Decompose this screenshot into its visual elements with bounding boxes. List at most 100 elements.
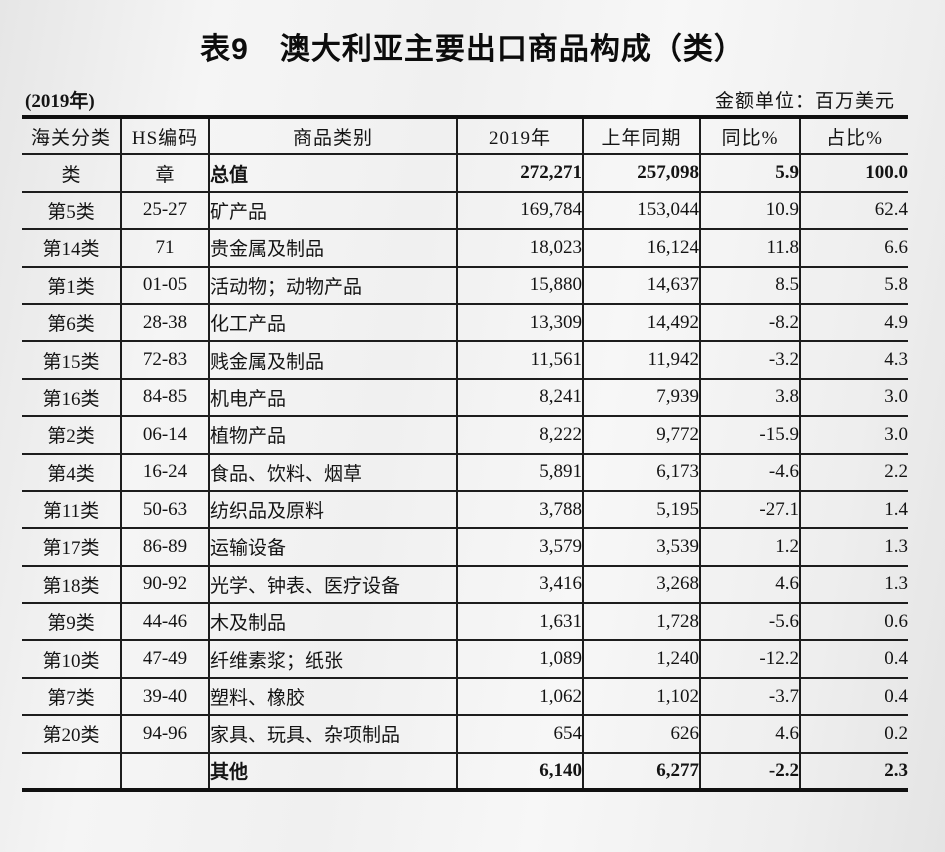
- row-category: 第20类: [22, 714, 122, 754]
- table-row: 第9类 44-46 木及制品 1,631 1,728 -5.6 0.6: [22, 602, 908, 642]
- subheader-category-unit: 类: [22, 153, 122, 193]
- row-category: 第7类: [22, 676, 122, 717]
- row-hs-code: 25-27: [120, 190, 210, 231]
- row-category: 第4类: [22, 452, 122, 492]
- row-prev-period: 14,492: [582, 302, 701, 343]
- row-share-pct: 4.9: [799, 302, 908, 343]
- row-yoy-pct: -5.6: [699, 602, 801, 642]
- row-share-pct: 3.0: [799, 377, 908, 418]
- row-share-pct: 4.3: [799, 340, 908, 380]
- row-category: 第2类: [22, 415, 122, 455]
- other-empty-category-cell: [22, 751, 122, 792]
- table-row: 第20类 94-96 家具、玩具、杂项制品 654 626 4.6 0.2: [22, 714, 908, 754]
- total-share-pct: 100.0: [799, 153, 908, 193]
- row-hs-code: 28-38: [120, 302, 210, 343]
- row-share-pct: 6.6: [799, 228, 908, 268]
- row-hs-code: 84-85: [120, 377, 210, 418]
- row-category: 第14类: [22, 228, 122, 268]
- row-yoy-pct: 3.8: [699, 377, 801, 418]
- row-product-name: 木及制品: [208, 602, 458, 642]
- row-hs-code: 72-83: [120, 340, 210, 380]
- table-row: 第10类 47-49 纤维素浆；纸张 1,089 1,240 -12.2 0.4: [22, 639, 908, 679]
- row-product-name: 纺织品及原料: [208, 489, 458, 530]
- col-header-share-pct: 占比%: [799, 115, 908, 156]
- other-row: 其他 6,140 6,277 -2.2 2.3: [22, 751, 908, 792]
- row-hs-code: 94-96: [120, 714, 210, 754]
- row-hs-code: 50-63: [120, 489, 210, 530]
- row-value-2019: 169,784: [456, 190, 584, 231]
- table-row: 第18类 90-92 光学、钟表、医疗设备 3,416 3,268 4.6 1.…: [22, 564, 908, 605]
- row-prev-period: 3,268: [582, 564, 701, 605]
- row-hs-code: 01-05: [120, 265, 210, 305]
- row-value-2019: 8,241: [456, 377, 584, 418]
- other-value-2019: 6,140: [456, 751, 584, 792]
- row-yoy-pct: 4.6: [699, 564, 801, 605]
- row-product-name: 家具、玩具、杂项制品: [208, 714, 458, 754]
- row-prev-period: 5,195: [582, 489, 701, 530]
- total-label: 总值: [208, 153, 458, 193]
- table-row: 第16类 84-85 机电产品 8,241 7,939 3.8 3.0: [22, 377, 908, 418]
- row-product-name: 矿产品: [208, 190, 458, 231]
- table-row: 第14类 71 贵金属及制品 18,023 16,124 11.8 6.6: [22, 228, 908, 268]
- row-yoy-pct: -15.9: [699, 415, 801, 455]
- row-hs-code: 16-24: [120, 452, 210, 492]
- row-category: 第16类: [22, 377, 122, 418]
- row-share-pct: 3.0: [799, 415, 908, 455]
- row-prev-period: 16,124: [582, 228, 701, 268]
- row-yoy-pct: 11.8: [699, 228, 801, 268]
- table-meta-row: (2019年) 金额单位：百万美元: [22, 91, 908, 115]
- row-yoy-pct: 10.9: [699, 190, 801, 231]
- row-share-pct: 1.4: [799, 489, 908, 530]
- row-share-pct: 0.2: [799, 714, 908, 754]
- row-share-pct: 1.3: [799, 527, 908, 567]
- page-title: 表9 澳大利亚主要出口商品构成（类）: [200, 33, 745, 66]
- subheader-hs-unit: 章: [120, 153, 210, 193]
- row-value-2019: 1,631: [456, 602, 584, 642]
- col-header-product-category: 商品类别: [208, 115, 458, 156]
- row-category: 第10类: [22, 639, 122, 679]
- other-yoy-pct: -2.2: [699, 751, 801, 792]
- row-prev-period: 626: [582, 714, 701, 754]
- row-share-pct: 0.4: [799, 639, 908, 679]
- row-yoy-pct: -3.2: [699, 340, 801, 380]
- row-product-name: 食品、饮料、烟草: [208, 452, 458, 492]
- col-header-2019: 2019年: [456, 115, 584, 156]
- row-product-name: 塑料、橡胶: [208, 676, 458, 717]
- row-prev-period: 153,044: [582, 190, 701, 231]
- row-hs-code: 44-46: [120, 602, 210, 642]
- row-value-2019: 8,222: [456, 415, 584, 455]
- total-prev-period: 257,098: [582, 153, 701, 193]
- row-product-name: 贵金属及制品: [208, 228, 458, 268]
- period-note: (2019年): [25, 91, 95, 112]
- col-header-yoy-pct: 同比%: [699, 115, 801, 156]
- row-hs-code: 71: [120, 228, 210, 268]
- table-row: 第15类 72-83 贱金属及制品 11,561 11,942 -3.2 4.3: [22, 340, 908, 380]
- row-hs-code: 06-14: [120, 415, 210, 455]
- row-value-2019: 3,788: [456, 489, 584, 530]
- export-composition-table: 海关分类 HS编码 商品类别 2019年 上年同期 同比% 占比% 类 章 总值…: [22, 115, 908, 793]
- table-row: 第7类 39-40 塑料、橡胶 1,062 1,102 -3.7 0.4: [22, 676, 908, 717]
- row-share-pct: 62.4: [799, 190, 908, 231]
- row-prev-period: 7,939: [582, 377, 701, 418]
- row-prev-period: 1,102: [582, 676, 701, 717]
- row-value-2019: 1,062: [456, 676, 584, 717]
- row-hs-code: 39-40: [120, 676, 210, 717]
- row-yoy-pct: 1.2: [699, 527, 801, 567]
- table-row: 第5类 25-27 矿产品 169,784 153,044 10.9 62.4: [22, 190, 908, 231]
- other-share-pct: 2.3: [799, 751, 908, 792]
- row-share-pct: 0.4: [799, 676, 908, 717]
- other-label: 其他: [208, 751, 458, 792]
- row-value-2019: 1,089: [456, 639, 584, 679]
- row-hs-code: 90-92: [120, 564, 210, 605]
- row-value-2019: 15,880: [456, 265, 584, 305]
- row-category: 第11类: [22, 489, 122, 530]
- row-value-2019: 5,891: [456, 452, 584, 492]
- other-prev-period: 6,277: [582, 751, 701, 792]
- col-header-customs-class: 海关分类: [22, 115, 122, 156]
- row-value-2019: 654: [456, 714, 584, 754]
- other-empty-hs-cell: [120, 751, 210, 792]
- row-product-name: 植物产品: [208, 415, 458, 455]
- row-product-name: 光学、钟表、医疗设备: [208, 564, 458, 605]
- row-hs-code: 86-89: [120, 527, 210, 567]
